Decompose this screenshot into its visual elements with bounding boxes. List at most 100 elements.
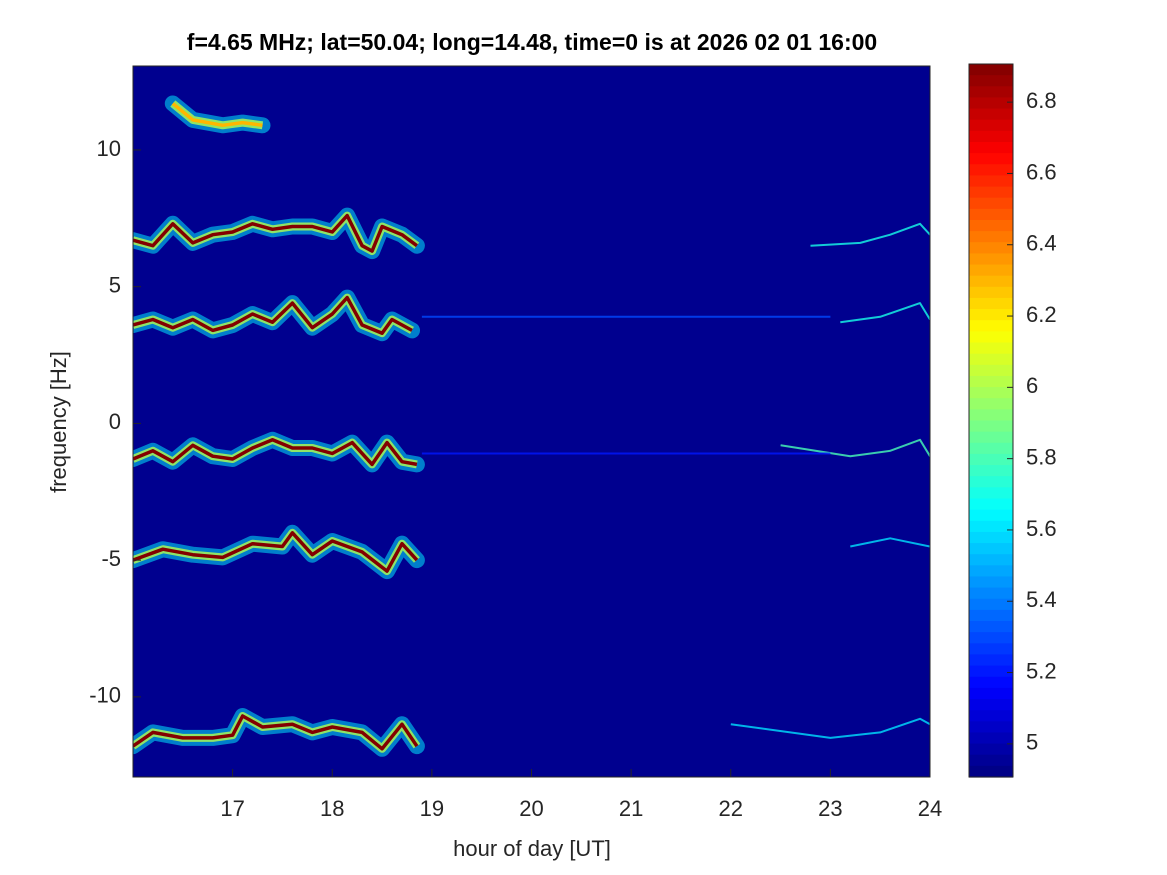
colorbar-cell xyxy=(969,108,1013,121)
colorbar-cell xyxy=(969,687,1013,700)
colorbar-cell xyxy=(969,342,1013,355)
x-tick-label: 20 xyxy=(519,796,543,821)
colorbar-cell xyxy=(969,219,1013,232)
colorbar-cell xyxy=(969,97,1013,110)
colorbar-cell xyxy=(969,153,1013,165)
colorbar-cell xyxy=(969,531,1013,544)
colorbar-cell xyxy=(969,164,1013,177)
colorbar-cell xyxy=(969,86,1013,99)
colorbar-cell xyxy=(969,420,1013,433)
trace xyxy=(133,295,413,335)
colorbar-cell xyxy=(969,721,1013,734)
y-tick-label: 10 xyxy=(97,136,121,161)
colorbar-cell xyxy=(969,375,1013,388)
colorbar-cell xyxy=(969,665,1013,678)
colorbar-cell xyxy=(969,387,1013,399)
colorbar-cell xyxy=(969,242,1013,254)
colorbar-cell xyxy=(969,231,1013,243)
trace xyxy=(133,531,419,573)
colorbar-cell xyxy=(969,676,1013,689)
colorbar-cell xyxy=(969,141,1013,154)
y-tick-label: 0 xyxy=(109,409,121,434)
colorbar-cell xyxy=(969,442,1013,455)
traces xyxy=(133,95,930,757)
colorbar-cell xyxy=(969,130,1013,143)
colorbar-tick-label: 5.6 xyxy=(1026,516,1057,541)
colorbar-cell xyxy=(969,64,1013,76)
colorbar-cell xyxy=(969,699,1013,711)
y-tick-label: 5 xyxy=(109,272,121,297)
colorbar-cell xyxy=(969,264,1013,277)
x-tick-label: 19 xyxy=(420,796,444,821)
x-tick-label: 17 xyxy=(220,796,244,821)
colorbar-cell xyxy=(969,465,1013,477)
colorbar-cell xyxy=(969,565,1013,578)
x-tick-label: 21 xyxy=(619,796,643,821)
colorbar-cell xyxy=(969,476,1013,488)
colorbar-cell xyxy=(969,119,1013,132)
y-tick-label: -5 xyxy=(101,546,121,571)
colorbar-cell xyxy=(969,543,1013,555)
colorbar-cell xyxy=(969,364,1013,377)
colorbar-cell xyxy=(969,743,1013,756)
colorbar-tick-label: 6.2 xyxy=(1026,302,1057,327)
colorbar-cell xyxy=(969,253,1013,266)
colorbar-tick-label: 5.8 xyxy=(1026,444,1057,469)
plot-background xyxy=(133,66,930,777)
colorbar-cell xyxy=(969,208,1013,221)
trace xyxy=(133,714,419,751)
colorbar-cell xyxy=(969,431,1013,444)
colorbar-cell xyxy=(969,75,1013,87)
colorbar-cell xyxy=(969,398,1013,410)
colorbar-tick-label: 5.2 xyxy=(1026,658,1057,683)
trace xyxy=(850,537,930,548)
colorbar-tick-label: 6 xyxy=(1026,373,1038,398)
x-tick-label: 18 xyxy=(320,796,344,821)
trace xyxy=(133,438,418,467)
colorbar-cell xyxy=(969,643,1013,656)
colorbar-cell xyxy=(969,275,1013,288)
x-tick-label: 24 xyxy=(918,796,942,821)
colorbar-cell xyxy=(969,598,1013,611)
colorbar-tick-label: 6.4 xyxy=(1026,231,1057,256)
colorbar-cell xyxy=(969,453,1013,466)
x-axis-label: hour of day [UT] xyxy=(453,836,611,861)
trace xyxy=(840,302,930,324)
trace xyxy=(133,213,418,253)
colorbar-cell xyxy=(969,353,1013,366)
y-tick-label: -10 xyxy=(89,683,121,708)
colorbar-cell xyxy=(969,587,1013,600)
colorbar-cell xyxy=(969,409,1013,422)
colorbar-cell xyxy=(969,297,1013,310)
colorbar-cell xyxy=(969,197,1013,210)
colorbar-cell xyxy=(969,309,1013,321)
colorbar-tick-label: 5.4 xyxy=(1026,587,1057,612)
colorbar-cell xyxy=(969,509,1013,522)
colorbar-cell xyxy=(969,331,1013,344)
trace xyxy=(730,717,930,739)
colorbar-cell xyxy=(969,609,1013,622)
colorbar-cell xyxy=(969,621,1013,633)
colorbar-tick-label: 5 xyxy=(1026,730,1038,755)
colorbar-frame xyxy=(968,63,1014,778)
colorbar-cell xyxy=(969,576,1013,589)
y-axis-label: frequency [Hz] xyxy=(46,351,71,493)
colorbar-cell xyxy=(969,286,1013,299)
colorbar-cell xyxy=(969,710,1013,722)
colorbar-cell xyxy=(969,520,1013,533)
colorbar-cell xyxy=(969,765,1013,778)
colorbar-cell xyxy=(969,732,1013,745)
colorbar-cell xyxy=(969,498,1013,511)
colorbar-tick-label: 6.6 xyxy=(1026,159,1057,184)
trace xyxy=(171,102,263,128)
colorbar-cell xyxy=(969,554,1013,566)
colorbar-cell xyxy=(969,654,1013,667)
chart-title: f=4.65 MHz; lat=50.04; long=14.48, time=… xyxy=(187,29,877,55)
colorbar-cell xyxy=(969,632,1013,644)
colorbar-cell xyxy=(969,754,1013,767)
colorbar-cell xyxy=(969,175,1013,188)
colorbar-tick-label: 6.8 xyxy=(1026,88,1057,113)
x-tick-label: 22 xyxy=(719,796,743,821)
colorbar-cell xyxy=(969,186,1013,199)
